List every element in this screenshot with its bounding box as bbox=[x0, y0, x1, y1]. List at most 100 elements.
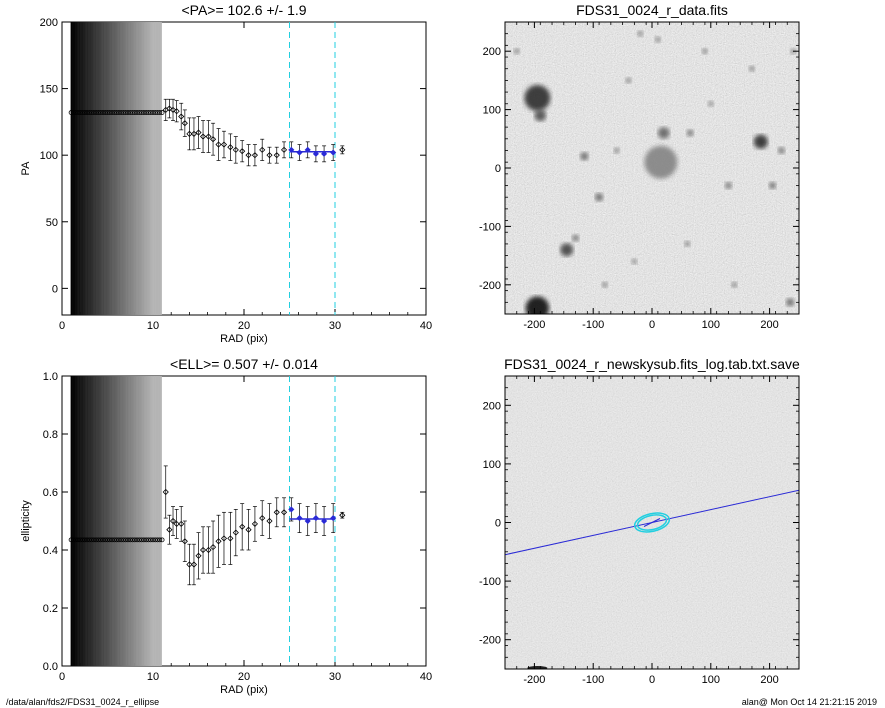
inner-point bbox=[105, 537, 110, 543]
data-point bbox=[273, 509, 280, 516]
inner-point bbox=[96, 110, 101, 115]
source-blob bbox=[686, 129, 694, 137]
source-blob bbox=[534, 109, 547, 122]
y-tick-label: 200 bbox=[40, 17, 58, 29]
inner-point bbox=[100, 537, 106, 543]
y-tick-label: 200 bbox=[483, 46, 501, 58]
inner-point bbox=[143, 537, 149, 543]
inner-point bbox=[98, 537, 104, 543]
x-tick-label: 40 bbox=[420, 320, 432, 332]
inner-point bbox=[150, 537, 156, 543]
source-blob bbox=[580, 152, 589, 161]
profile-plot-area bbox=[68, 376, 346, 666]
inner-point bbox=[84, 110, 90, 115]
inner-point bbox=[152, 537, 158, 543]
inner-point bbox=[134, 537, 140, 543]
x-tick-label: 10 bbox=[147, 320, 159, 332]
inner-point bbox=[148, 537, 154, 543]
data-point bbox=[220, 535, 228, 542]
x-tick-label: 100 bbox=[702, 319, 720, 331]
inner-point bbox=[139, 110, 145, 115]
inner-point bbox=[100, 110, 106, 115]
inner-point bbox=[121, 537, 126, 543]
chart-title: FDS31_0024_r_data.fits bbox=[576, 2, 728, 18]
isophote-ellipse bbox=[633, 512, 671, 533]
source-blob bbox=[625, 77, 632, 84]
data-point bbox=[296, 149, 303, 156]
x-tick-label: 20 bbox=[238, 671, 250, 683]
data-point bbox=[178, 520, 185, 527]
source-blob bbox=[701, 48, 708, 55]
image-area bbox=[505, 376, 799, 669]
inner-point bbox=[157, 537, 163, 543]
data-point bbox=[162, 488, 169, 496]
y-tick-label: 100 bbox=[483, 459, 501, 471]
x-tick-label: 100 bbox=[702, 674, 720, 686]
data-point bbox=[205, 133, 212, 140]
source-blob bbox=[631, 258, 638, 265]
data-point bbox=[245, 152, 252, 159]
inner-point bbox=[141, 110, 147, 115]
inner-point bbox=[146, 110, 151, 115]
inner-point bbox=[80, 110, 85, 115]
data-point bbox=[181, 120, 188, 127]
data-point bbox=[169, 517, 177, 525]
source-blob bbox=[644, 145, 678, 179]
data-point bbox=[227, 535, 234, 542]
chart-title: <ELL>= 0.507 +/- 0.014 bbox=[170, 356, 318, 372]
inner-point bbox=[77, 110, 83, 115]
data-point bbox=[245, 526, 252, 533]
major-axis-mark bbox=[643, 518, 661, 527]
data-point bbox=[181, 538, 188, 545]
y-axis-label: ellipticity bbox=[20, 500, 32, 542]
x-axis-label: RAD (pix) bbox=[220, 684, 268, 696]
inner-point bbox=[148, 110, 154, 115]
data-point bbox=[209, 136, 217, 143]
source-blob bbox=[753, 134, 768, 149]
inner-point bbox=[132, 537, 138, 543]
data-point bbox=[209, 544, 217, 551]
data-point bbox=[259, 515, 266, 522]
data-point bbox=[251, 152, 258, 159]
inner-point bbox=[107, 537, 113, 543]
source-blob bbox=[572, 234, 580, 242]
x-tick-label: 0 bbox=[59, 320, 65, 332]
inner-point bbox=[82, 110, 88, 115]
data-point bbox=[195, 552, 202, 559]
y-tick-label: 50 bbox=[46, 217, 58, 229]
data-point bbox=[251, 520, 258, 527]
edge-source bbox=[527, 666, 548, 669]
inner-point bbox=[136, 110, 142, 115]
inner-point bbox=[102, 537, 108, 543]
x-tick-label: 200 bbox=[760, 674, 778, 686]
inner-point bbox=[89, 537, 94, 543]
inner-point bbox=[70, 537, 76, 543]
source-blob bbox=[654, 36, 661, 43]
source-blob bbox=[594, 193, 604, 202]
y-tick-label: 100 bbox=[40, 150, 58, 162]
inner-point bbox=[93, 537, 99, 543]
y-tick-label: -100 bbox=[479, 576, 501, 588]
y-tick-label: 0.8 bbox=[43, 429, 58, 441]
user-timestamp-label: alan@ Mon Oct 14 21:21:15 2019 bbox=[741, 697, 877, 707]
y-tick-label: -200 bbox=[479, 635, 501, 647]
inner-point bbox=[127, 110, 133, 115]
inner-point bbox=[102, 110, 108, 115]
y-tick-label: 200 bbox=[483, 400, 501, 412]
x-tick-label: 0 bbox=[649, 674, 655, 686]
inner-point bbox=[96, 537, 101, 543]
inner-point bbox=[123, 110, 129, 115]
y-tick-label: 150 bbox=[40, 84, 58, 96]
inner-point bbox=[109, 110, 115, 115]
y-tick-label: 0 bbox=[495, 163, 501, 175]
data-point bbox=[220, 141, 228, 148]
x-tick-label: 30 bbox=[329, 671, 341, 683]
inner-point bbox=[114, 537, 119, 543]
inner-point bbox=[152, 110, 158, 115]
data-point bbox=[330, 149, 337, 156]
inner-point bbox=[107, 110, 113, 115]
inner-point bbox=[139, 537, 145, 543]
y-tick-label: 0.4 bbox=[43, 545, 58, 557]
source-blob bbox=[749, 65, 755, 72]
inner-point bbox=[77, 537, 83, 543]
